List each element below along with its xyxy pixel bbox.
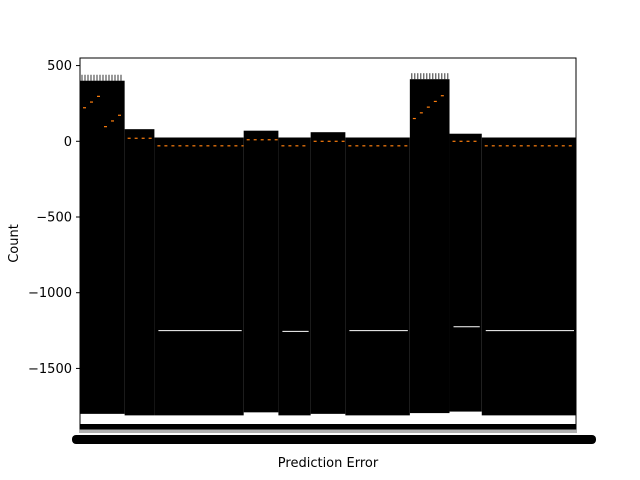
lower-gap [80, 416, 576, 424]
x-axis-label: Prediction Error [278, 456, 379, 471]
y-axis: 500 0 −500 −1000 −1500 [28, 59, 80, 377]
y-axis-label: Count [7, 224, 22, 263]
x-axis [72, 429, 596, 444]
y-tick-label: 500 [47, 59, 72, 74]
box-segment-2 [124, 129, 155, 416]
box-segment-8 [409, 79, 450, 414]
box-segment-10 [481, 137, 576, 416]
box-segment-5 [278, 137, 311, 416]
box-segment-1 [80, 80, 125, 414]
y-tick-label: −500 [36, 211, 72, 226]
box-segment-4 [243, 130, 279, 413]
y-tick-label: −1000 [28, 286, 72, 301]
x-tick-labels-overlap [72, 435, 596, 444]
box-segment-3 [154, 137, 244, 416]
box-segment-6 [310, 132, 346, 414]
x-tick-band [80, 424, 576, 429]
y-tick-label: −1500 [28, 362, 72, 377]
box-segment-7 [345, 137, 410, 416]
y-tick-label: 0 [64, 135, 72, 150]
plot-area [80, 73, 576, 429]
box-segment-9 [449, 133, 482, 412]
